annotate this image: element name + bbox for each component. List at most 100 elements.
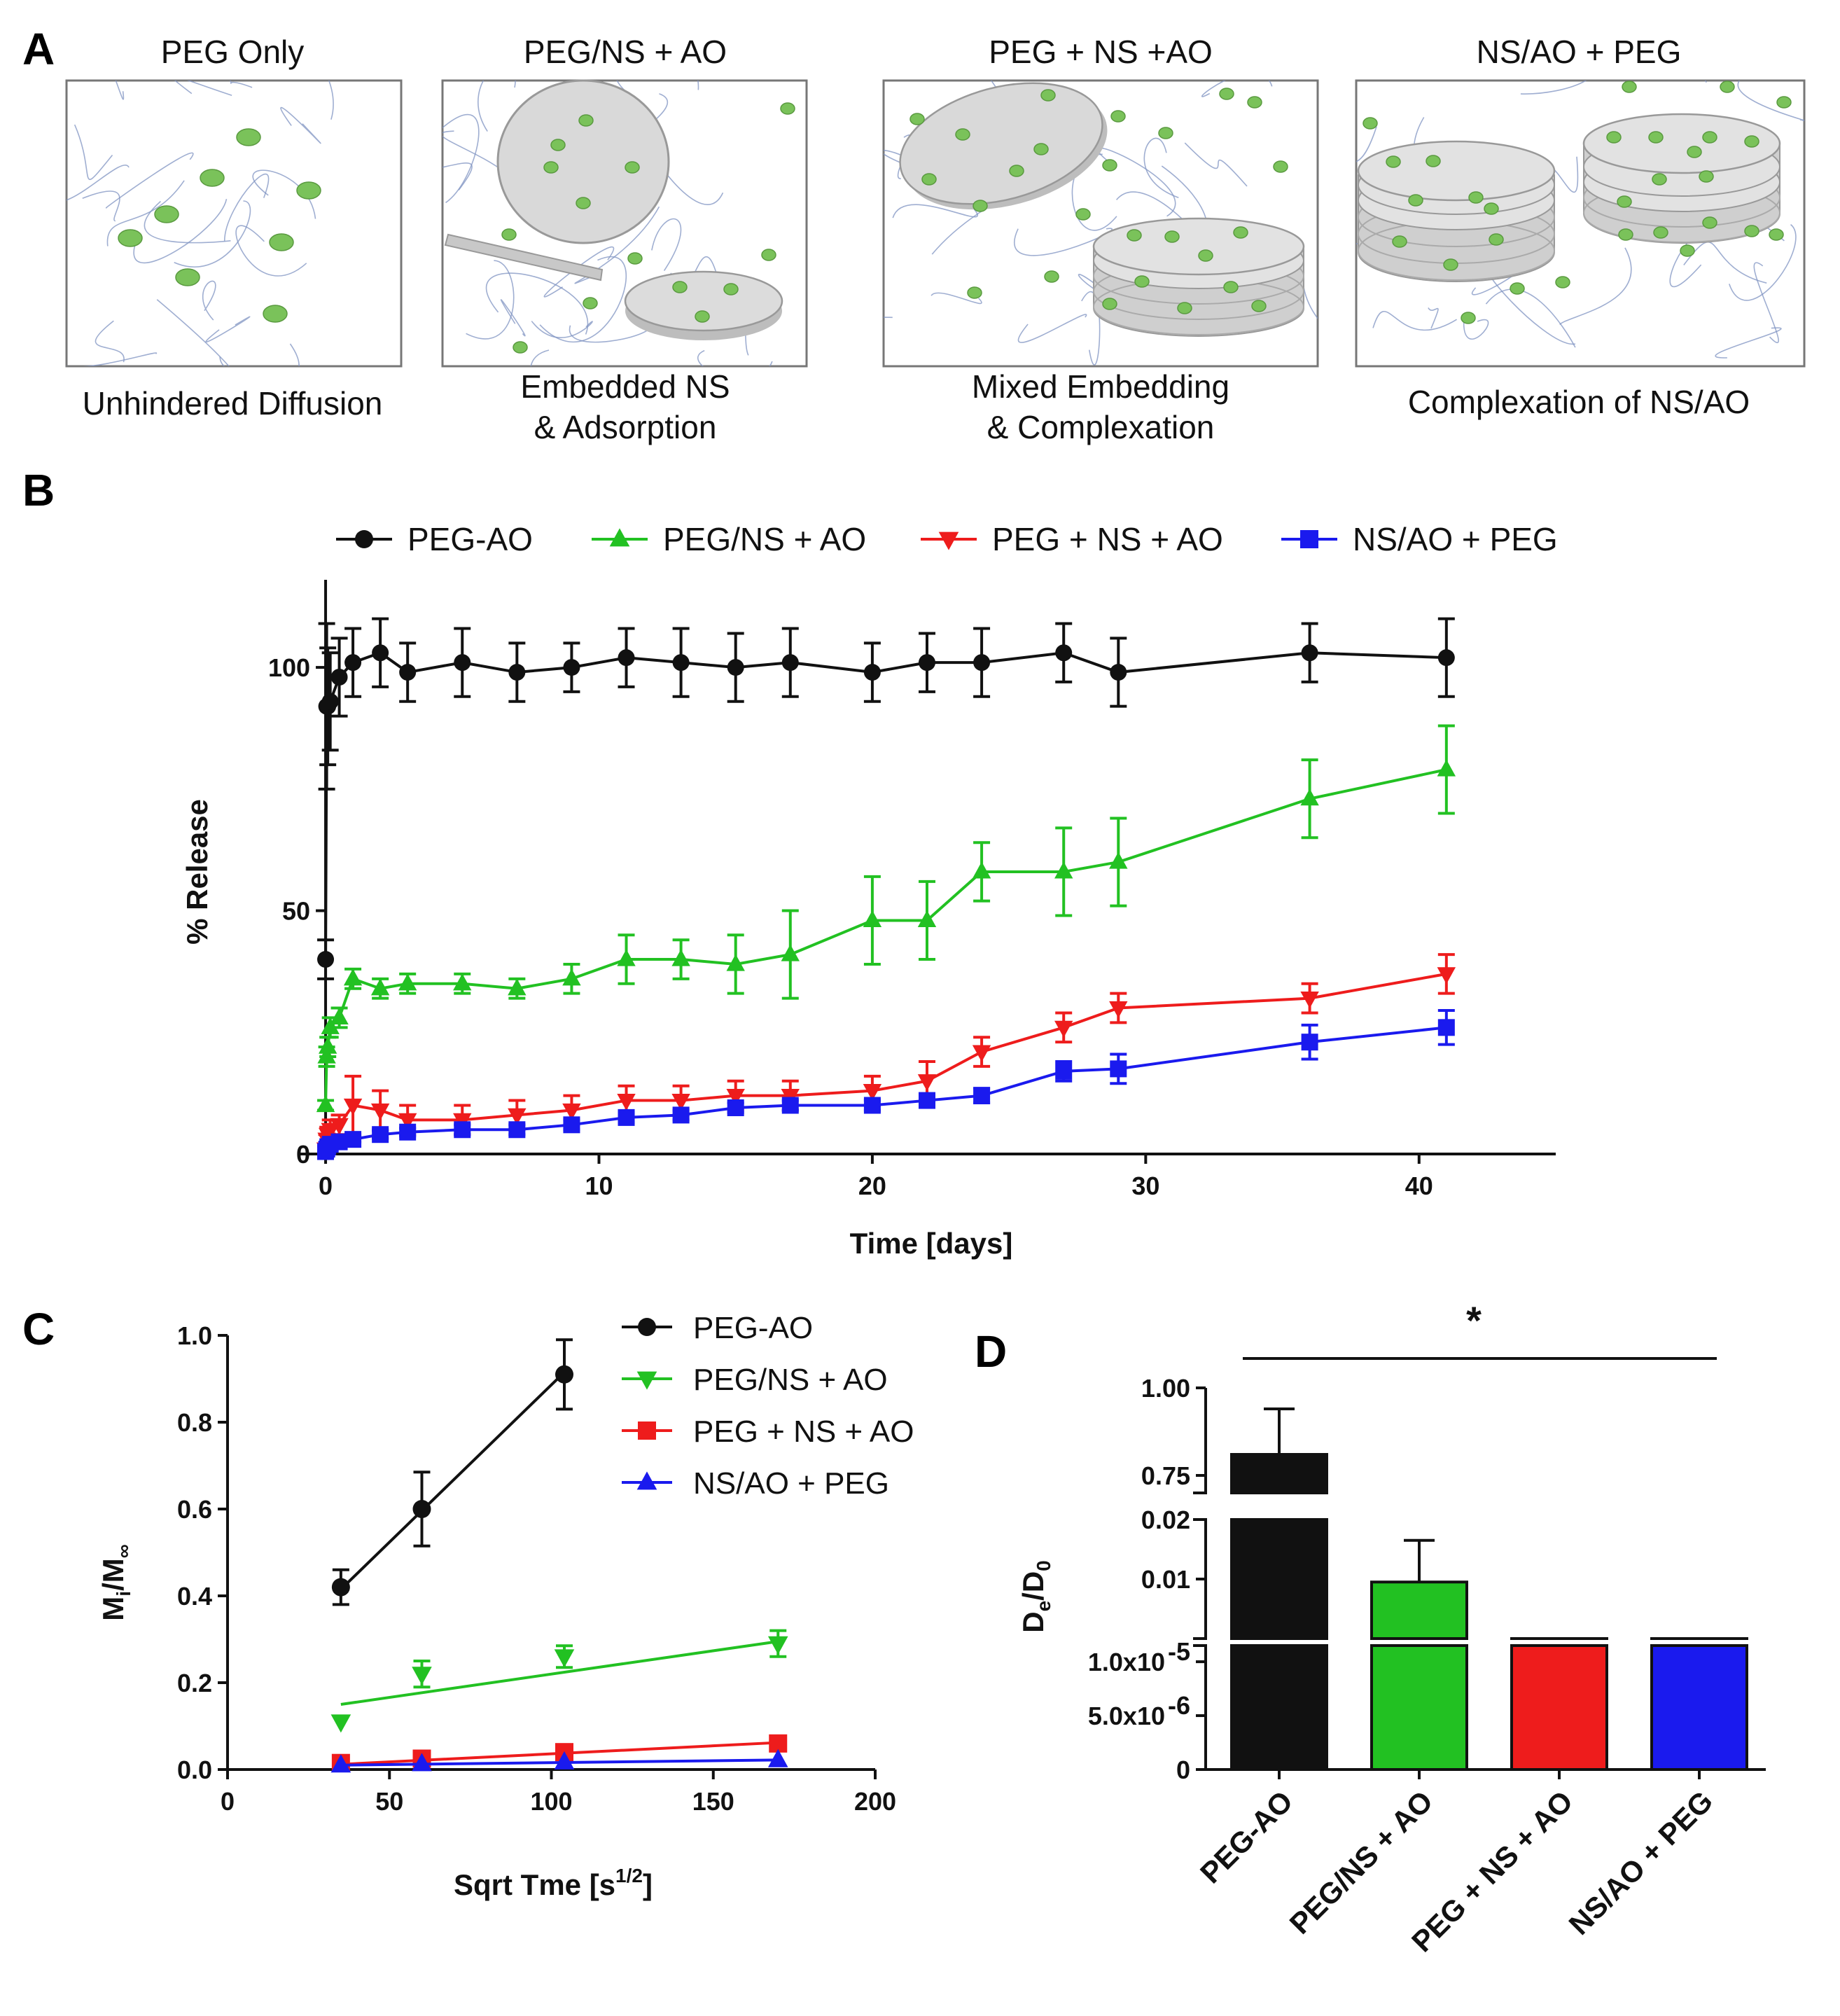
- mesh-curve: [500, 299, 526, 337]
- data-point: [1054, 1020, 1073, 1038]
- bar-segment: [1230, 1644, 1328, 1771]
- data-point: [563, 1116, 580, 1134]
- data-point: [1109, 851, 1128, 869]
- data-point: [508, 664, 526, 681]
- mesh-curve: [931, 292, 982, 305]
- series-peg-ao: [331, 1338, 573, 1606]
- data-point: [1055, 1062, 1073, 1080]
- data-point: [919, 654, 935, 672]
- mesh-curve: [1559, 247, 1632, 326]
- legend-label: PEG + NS + AO: [992, 521, 1223, 557]
- data-point: [972, 1045, 991, 1062]
- data-point: [863, 910, 882, 928]
- mesh-curve: [74, 124, 113, 180]
- panel-label-c: C: [22, 1304, 55, 1354]
- data-point: [672, 654, 690, 672]
- mesh-curve: [133, 199, 228, 264]
- data-point: [370, 978, 390, 996]
- data-point: [863, 1084, 882, 1101]
- data-point: [727, 1099, 744, 1116]
- panel-d-category-label: NS/AO + PEG: [1563, 1784, 1720, 1941]
- data-point: [671, 1093, 690, 1111]
- data-point: [1055, 644, 1073, 662]
- legend-item-peg-ns-ao: PEG + NS + AO: [921, 521, 1223, 557]
- mesh-curve: [1356, 126, 1377, 162]
- fit-line: [340, 1371, 566, 1591]
- bar-segment: [1230, 1518, 1328, 1640]
- data-point: [1300, 788, 1319, 806]
- data-point: [399, 1123, 417, 1141]
- series-peg-ao: [317, 617, 1455, 980]
- panel-c-xtick-label: 150: [692, 1787, 734, 1816]
- legend-label: PEG-AO: [693, 1311, 813, 1345]
- mesh-curve: [328, 81, 334, 120]
- panel-c-xlabel-main: Sqrt Tme [s: [454, 1868, 615, 1901]
- data-point: [618, 649, 635, 667]
- significance-star: *: [1466, 1298, 1482, 1342]
- data-point: [1109, 1001, 1128, 1018]
- mesh-curve: [1201, 81, 1273, 97]
- data-point: [316, 1095, 335, 1113]
- data-point: [554, 1649, 575, 1668]
- legend-item-ns-ao-peg: NS/AO + PEG: [622, 1466, 889, 1501]
- series-line: [324, 651, 1447, 960]
- panel-b-xlabel: Time [days]: [850, 1227, 1013, 1260]
- mesh-group: [67, 81, 334, 366]
- schematic-3-title: PEG + NS +AO: [989, 34, 1213, 70]
- data-point: [318, 1036, 337, 1054]
- mesh-curve: [95, 320, 125, 363]
- mesh-curve: [697, 349, 773, 366]
- panel-b-axes: 0 10 20 30 40 0 50 100: [268, 580, 1556, 1200]
- mesh-curve: [651, 218, 682, 271]
- data-point: [399, 664, 417, 681]
- panel-b-ytick-label: 50: [282, 897, 310, 926]
- legend-marker: [638, 1421, 656, 1440]
- schematic-1-box: [65, 79, 403, 368]
- mesh-curve: [205, 316, 251, 342]
- panel-b-ytick-label: 100: [268, 653, 310, 682]
- mesh-curve: [202, 280, 216, 321]
- data-point: [1301, 1034, 1318, 1051]
- schematic-3-caption-line2: & Complexation: [987, 409, 1215, 445]
- mesh-curve: [884, 317, 893, 319]
- mesh-curve: [106, 180, 185, 246]
- data-point: [555, 1365, 573, 1384]
- schematic-2-caption-line1: Embedded NS: [520, 368, 730, 405]
- data-point: [508, 978, 527, 996]
- legend-item-ns-ao-peg: NS/AO + PEG: [1281, 521, 1558, 557]
- mesh-curve: [1372, 311, 1457, 331]
- data-point: [1437, 649, 1455, 667]
- mesh-curve: [105, 152, 194, 209]
- mesh-curve: [223, 173, 270, 242]
- data-point: [973, 1087, 991, 1104]
- schematic-2-title: PEG/NS + AO: [524, 34, 727, 70]
- panel-label-d: D: [975, 1326, 1007, 1377]
- legend-marker: [609, 528, 630, 547]
- panel-c-ytick-label: 1.0: [177, 1321, 212, 1350]
- mesh-curve: [466, 260, 515, 340]
- panel-d-ytick-label: 0.02: [1141, 1506, 1190, 1534]
- data-point: [972, 861, 991, 879]
- data-point: [617, 1093, 636, 1111]
- data-point: [331, 1578, 350, 1597]
- panel-c-legend: PEG-AO PEG/NS + AO PEG + NS + AO NS/AO + PE…: [622, 1311, 914, 1501]
- data-point: [330, 1118, 349, 1135]
- panel-b-legend: PEG-AO PEG/NS + AO PEG + NS + AO NS/AO + PE…: [336, 521, 1558, 557]
- legend-item-peg-ao: PEG-AO: [336, 521, 533, 557]
- mesh-curve: [82, 190, 120, 222]
- mesh-curve: [485, 272, 589, 335]
- mesh-curve: [1551, 156, 1579, 193]
- data-point: [344, 654, 362, 672]
- schematic-2-particles: [501, 102, 795, 354]
- legend-marker: [1300, 530, 1318, 548]
- panel-b-xtick-label: 10: [585, 1172, 613, 1200]
- data-point: [454, 1121, 471, 1139]
- data-point: [917, 910, 937, 928]
- panel-d-ytick-label: 0: [1176, 1756, 1190, 1784]
- panel-label-a: A: [22, 24, 55, 74]
- data-point: [562, 1103, 581, 1120]
- mesh-curve: [67, 165, 130, 201]
- data-point: [1300, 992, 1319, 1009]
- panel-c-xlabel-end: ]: [643, 1868, 653, 1901]
- mesh-curve: [219, 343, 300, 366]
